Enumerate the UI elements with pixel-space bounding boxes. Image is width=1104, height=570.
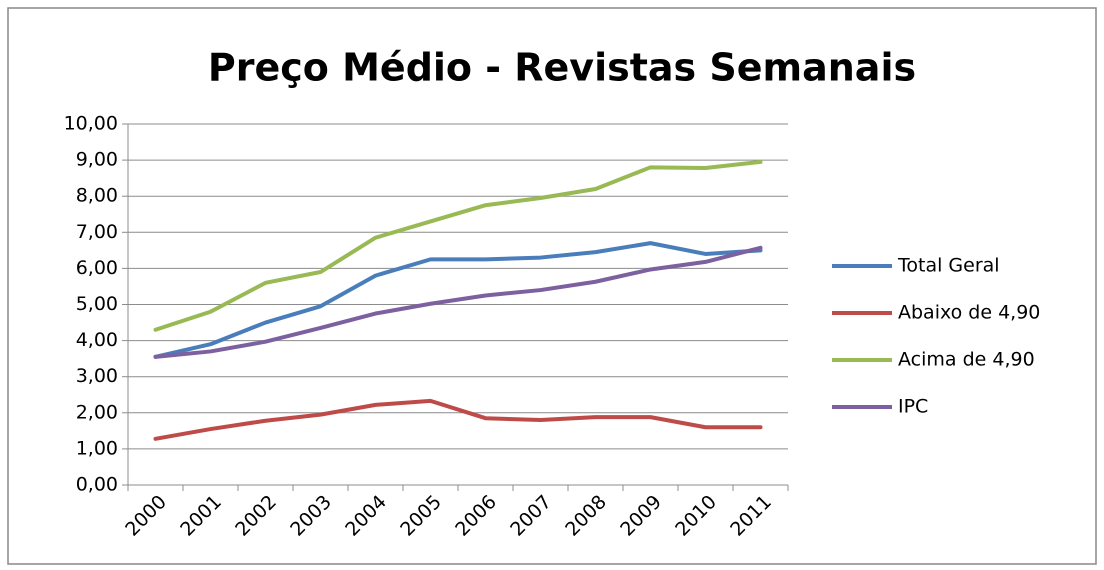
y-tick-label: 8,00 (76, 185, 118, 207)
series-line (153, 159, 763, 332)
y-tick-label: 3,00 (76, 365, 118, 387)
legend-label: Abaixo de 4,90 (898, 302, 1040, 324)
legend-label: IPC (898, 396, 928, 418)
y-tick-label: 7,00 (76, 221, 118, 243)
series-line (153, 245, 763, 359)
y-tick-label: 4,00 (76, 329, 118, 351)
chart-border (7, 7, 1097, 565)
y-tick-label: 0,00 (76, 474, 118, 496)
chart-title: Preço Médio - Revistas Semanais (208, 46, 916, 90)
y-tick-label: 9,00 (76, 149, 118, 171)
y-tick-label: 10,00 (64, 113, 118, 135)
y-tick-label: 6,00 (76, 257, 118, 279)
legend-label: Total Geral (897, 255, 1000, 277)
legend-label: Acima de 4,90 (898, 349, 1035, 371)
series-line (153, 241, 763, 359)
y-tick-label: 5,00 (76, 293, 118, 315)
series-line (153, 398, 763, 441)
y-tick-label: 1,00 (76, 437, 118, 459)
y-tick-label: 2,00 (76, 401, 118, 423)
